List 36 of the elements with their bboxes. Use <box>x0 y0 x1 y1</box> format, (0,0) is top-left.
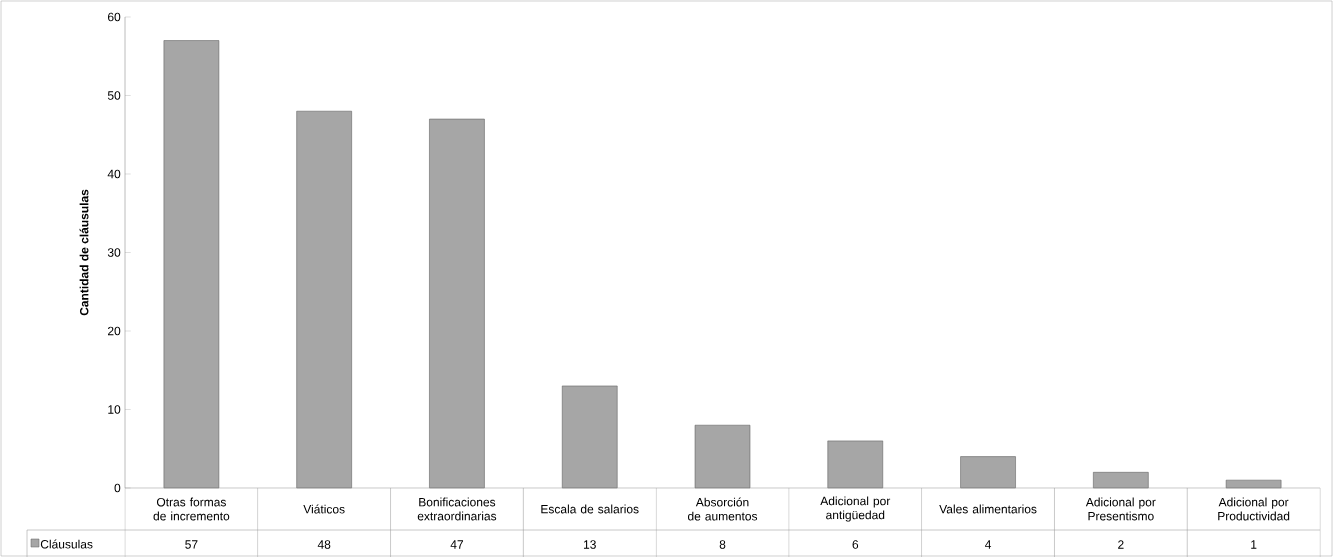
bar <box>1093 472 1149 489</box>
bar <box>429 118 485 489</box>
y-tick-label: 0 <box>114 483 121 493</box>
x-tick-label: Adicional por Presentismo <box>1085 497 1156 521</box>
y-tick-label: 30 <box>107 248 121 257</box>
bar <box>1225 479 1282 489</box>
x-tick-label: Bonificaciones extraordinarias <box>417 497 497 521</box>
y-tick-label: 40 <box>107 169 121 179</box>
data-label: 8 <box>719 540 726 549</box>
x-tick-label: Viáticos <box>303 504 345 514</box>
data-label: 13 <box>583 540 596 549</box>
data-label: 1 <box>1251 540 1257 549</box>
x-tick-label: Escala de salarios <box>541 504 639 514</box>
data-label: 2 <box>1118 540 1124 549</box>
data-label: 47 <box>450 540 464 549</box>
y-tick-label: 20 <box>108 326 121 336</box>
data-label: 6 <box>852 540 859 549</box>
y-axis-title: Cantidad de cláusulas <box>79 189 89 316</box>
y-tick-label: 50 <box>107 91 121 100</box>
legend-label: Cláusulas <box>40 539 93 549</box>
x-tick-label: Adicional por Productividad <box>1218 497 1290 521</box>
bar <box>296 110 352 489</box>
bar <box>694 424 751 489</box>
bar <box>960 456 1016 489</box>
data-label: 48 <box>317 540 331 549</box>
x-tick-label: Absorción de aumentos <box>687 497 758 521</box>
x-tick-label: Otras formas de incremento <box>153 497 230 521</box>
data-label: 57 <box>185 540 198 549</box>
bar <box>561 385 618 489</box>
bar <box>827 440 884 489</box>
y-tick-label: 10 <box>108 405 121 414</box>
y-tick-label: 60 <box>108 12 121 22</box>
x-tick-label: Adicional por antigüedad <box>820 496 891 522</box>
data-label: 4 <box>985 540 992 549</box>
x-tick-label: Vales alimentarios <box>939 504 1037 514</box>
bar <box>163 40 220 489</box>
